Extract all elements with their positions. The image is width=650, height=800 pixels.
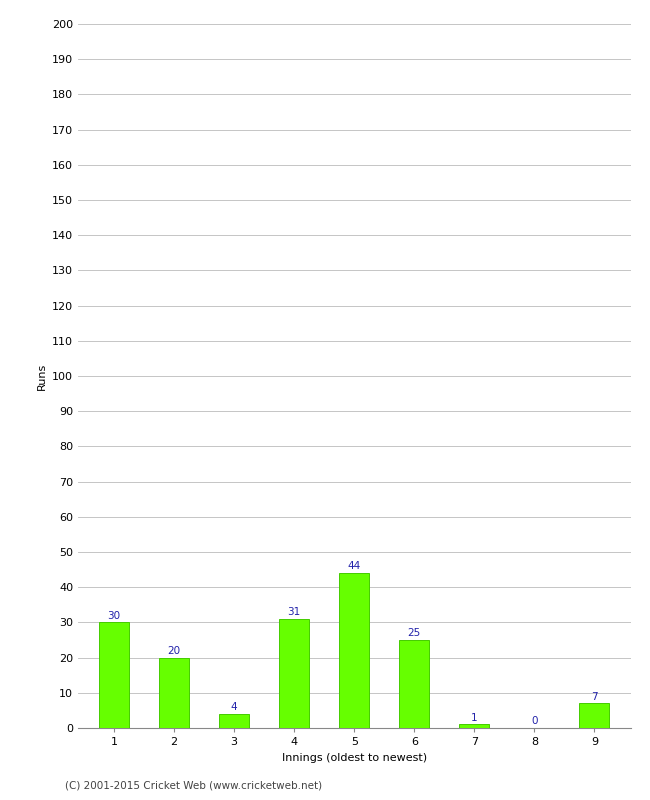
Y-axis label: Runs: Runs xyxy=(36,362,46,390)
Text: 0: 0 xyxy=(531,716,538,726)
Bar xyxy=(159,658,189,728)
Text: 25: 25 xyxy=(408,628,421,638)
Bar xyxy=(579,703,610,728)
Text: (C) 2001-2015 Cricket Web (www.cricketweb.net): (C) 2001-2015 Cricket Web (www.cricketwe… xyxy=(65,781,322,790)
Text: 31: 31 xyxy=(287,607,301,617)
Bar xyxy=(399,640,429,728)
Text: 1: 1 xyxy=(471,713,478,722)
Bar xyxy=(99,622,129,728)
Text: 44: 44 xyxy=(348,562,361,571)
X-axis label: Innings (oldest to newest): Innings (oldest to newest) xyxy=(281,753,427,762)
Bar xyxy=(219,714,249,728)
Text: 4: 4 xyxy=(231,702,237,712)
Text: 20: 20 xyxy=(168,646,181,656)
Text: 7: 7 xyxy=(591,691,598,702)
Bar xyxy=(460,725,489,728)
Text: 30: 30 xyxy=(107,610,121,621)
Bar xyxy=(339,573,369,728)
Bar xyxy=(280,619,309,728)
